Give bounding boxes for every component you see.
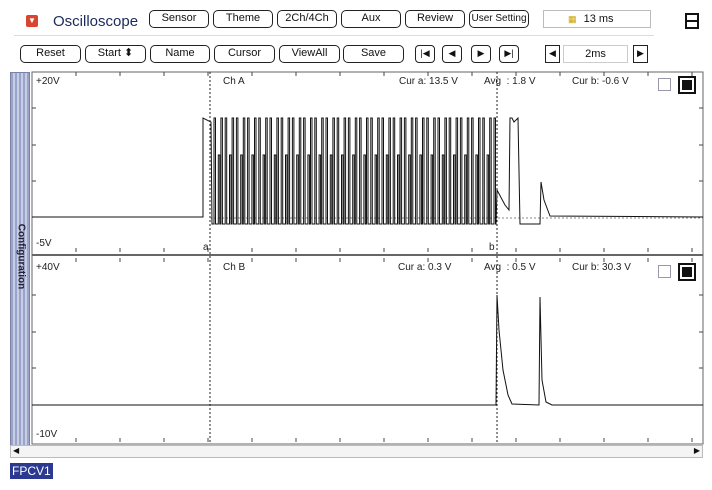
- menu-icon[interactable]: ▼: [26, 15, 38, 27]
- last-icon[interactable]: ▶|: [499, 45, 519, 63]
- cha-waveform: [32, 116, 704, 225]
- cha-avg: Avg : 1.8 V: [484, 76, 536, 87]
- cha-bottom-label: -5V: [36, 238, 52, 249]
- viewall-button[interactable]: ViewAll: [279, 45, 340, 63]
- chb-color-icon[interactable]: [678, 263, 696, 281]
- timer-display: ▦ 13 ms: [543, 10, 651, 28]
- start-select[interactable]: Start ⬍: [85, 45, 146, 63]
- cha-cur-b: Cur b: -0.6 V: [572, 76, 629, 87]
- reset-button[interactable]: Reset: [20, 45, 81, 63]
- cursor-a-label: a: [203, 242, 209, 253]
- tab-review[interactable]: Review: [405, 10, 465, 28]
- horizontal-scrollbar[interactable]: ◀ ▶: [10, 445, 703, 458]
- cursor-b-label: b: [489, 242, 495, 253]
- scroll-right-icon[interactable]: ▶: [693, 446, 700, 455]
- name-button[interactable]: Name: [150, 45, 210, 63]
- timer-value: 13 ms: [583, 13, 614, 25]
- chb-avg: Avg : 0.5 V: [484, 262, 536, 273]
- tab-user-setting[interactable]: User Setting: [469, 10, 529, 28]
- first-icon[interactable]: |◀: [415, 45, 435, 63]
- channel-label: FPCV1: [10, 463, 53, 479]
- chb-bottom-label: -10V: [36, 429, 58, 440]
- divider: [14, 35, 654, 36]
- ab-icon: ▦: [568, 14, 577, 24]
- chb-name: Ch B: [223, 262, 246, 273]
- tab-sensor[interactable]: Sensor: [149, 10, 209, 28]
- app-title: Oscilloscope: [53, 13, 139, 30]
- split-view-icon[interactable]: [685, 13, 699, 29]
- cha-checkbox[interactable]: [658, 78, 671, 91]
- prev-icon[interactable]: ◀: [442, 45, 462, 63]
- updown-icon: ⬍: [124, 47, 134, 59]
- time-div-value: 2ms: [563, 45, 628, 63]
- cursor-button[interactable]: Cursor: [214, 45, 275, 63]
- save-button[interactable]: Save: [343, 45, 404, 63]
- cha-color-icon[interactable]: [678, 76, 696, 94]
- chb-cur-a: Cur a: 0.3 V: [398, 262, 452, 273]
- chb-checkbox[interactable]: [658, 265, 671, 278]
- start-label: Start: [97, 47, 121, 59]
- tab-theme[interactable]: Theme: [213, 10, 273, 28]
- cha-name: Ch A: [223, 76, 245, 87]
- cha-cur-a: Cur a: 13.5 V: [399, 76, 458, 87]
- plot-frame: [31, 71, 704, 445]
- tab-channels[interactable]: 2Ch/4Ch: [277, 10, 337, 28]
- cha-top-label: +20V: [36, 76, 60, 87]
- scroll-left-icon[interactable]: ◀: [13, 446, 20, 455]
- time-decrease-icon[interactable]: ◀: [545, 45, 560, 63]
- chb-cur-b: Cur b: 30.3 V: [572, 262, 631, 273]
- tab-aux[interactable]: Aux: [341, 10, 401, 28]
- chb-top-label: +40V: [36, 262, 60, 273]
- time-increase-icon[interactable]: ▶: [633, 45, 648, 63]
- chb-waveform: [32, 294, 703, 406]
- next-icon[interactable]: ▶: [471, 45, 491, 63]
